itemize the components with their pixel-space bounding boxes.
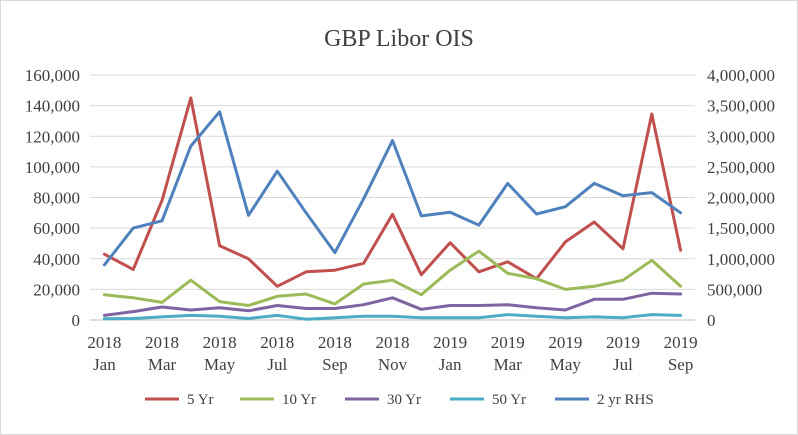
x-tick-month: Mar — [494, 355, 523, 374]
legend-label: 10 Yr — [282, 392, 316, 408]
x-tick-month: Jul — [613, 355, 633, 374]
right-axis-tick-label: 2,500,000 — [707, 158, 775, 177]
left-axis-tick-label: 20,000 — [33, 280, 80, 299]
x-axis-tick-label: 2018 Nov — [376, 333, 410, 374]
legend-item: 5 Yr — [145, 392, 214, 408]
x-axis-tick-label: 2018 Jan — [87, 333, 121, 374]
series-line-50-yr — [102, 313, 683, 321]
x-tick-year: 2019 — [433, 333, 467, 352]
x-tick-year: 2019 — [664, 333, 698, 352]
left-axis-tick-label: 140,000 — [25, 97, 80, 116]
legend-item: 10 Yr — [240, 392, 316, 408]
x-axis-tick-label: 2019 May — [548, 333, 582, 374]
left-axis-tick-label: 0 — [72, 311, 81, 330]
x-tick-month: Jul — [267, 355, 287, 374]
x-tick-month: Nov — [378, 355, 408, 374]
right-axis-tick-label: 2,000,000 — [707, 189, 775, 208]
x-axis-ticks: 2018 Jan 2018 Mar 2018 May 2018 Jul 2018 Sep 2018 N… — [87, 333, 697, 374]
series-line-5-yr — [102, 96, 683, 288]
x-tick-year: 2018 — [145, 333, 179, 352]
x-tick-month: Mar — [148, 355, 177, 374]
chart-title: GBP Libor OIS — [324, 26, 474, 52]
left-axis-tick-label: 120,000 — [25, 127, 80, 146]
left-axis-tick-label: 160,000 — [25, 66, 80, 85]
x-tick-year: 2018 — [318, 333, 352, 352]
gridlines — [90, 74, 695, 321]
left-axis-tick-label: 60,000 — [33, 219, 80, 238]
x-tick-year: 2018 — [87, 333, 121, 352]
x-axis-tick-label: 2019 Mar — [491, 333, 525, 374]
x-tick-month: May — [204, 355, 236, 374]
x-tick-year: 2019 — [491, 333, 525, 352]
legend-item: 30 Yr — [345, 392, 421, 408]
right-axis-tick-label: 3,000,000 — [707, 127, 775, 146]
x-axis-tick-label: 2019 Jan — [433, 333, 467, 374]
series-lines — [102, 96, 683, 321]
x-tick-month: May — [550, 355, 582, 374]
right-axis-tick-label: 500,000 — [707, 280, 762, 299]
x-axis-tick-label: 2019 Sep — [664, 333, 698, 374]
x-axis-tick-label: 2019 Jul — [606, 333, 640, 374]
series-line-2-yr-rhs — [102, 110, 683, 267]
x-tick-month: Sep — [322, 355, 348, 374]
right-axis-tick-label: 4,000,000 — [707, 66, 775, 85]
x-tick-year: 2019 — [548, 333, 582, 352]
left-axis-ticks: 0 20,000 40,000 60,000 80,000 100,000 120,000 1… — [25, 66, 80, 330]
legend-item: 50 Yr — [450, 392, 526, 408]
x-axis-tick-label: 2018 Mar — [145, 333, 179, 374]
series-line-10-yr — [102, 249, 683, 307]
left-axis-tick-label: 100,000 — [25, 158, 80, 177]
left-axis-tick-label: 80,000 — [33, 189, 80, 208]
x-tick-year: 2018 — [376, 333, 410, 352]
left-axis-tick-label: 40,000 — [33, 250, 80, 269]
legend-item: 2 yr RHS — [555, 392, 654, 408]
x-tick-month: Jan — [93, 355, 116, 374]
series-line-30-yr — [102, 291, 683, 317]
legend: 5 Yr 10 Yr 30 Yr 50 Yr 2 yr RHS — [145, 392, 654, 408]
x-axis-tick-label: 2018 May — [203, 333, 237, 374]
x-tick-month: Jan — [439, 355, 462, 374]
legend-label: 5 Yr — [187, 392, 214, 408]
right-axis-ticks: 0 500,000 1,000,000 1,500,000 2,000,000 2,500… — [707, 66, 775, 330]
right-axis-tick-label: 0 — [707, 311, 716, 330]
legend-label: 2 yr RHS — [597, 392, 654, 408]
x-tick-month: Sep — [668, 355, 694, 374]
right-axis-tick-label: 1,500,000 — [707, 219, 775, 238]
x-axis-tick-label: 2018 Sep — [318, 333, 352, 374]
x-tick-year: 2018 — [203, 333, 237, 352]
legend-label: 50 Yr — [492, 392, 526, 408]
right-axis-tick-label: 3,500,000 — [707, 97, 775, 116]
x-tick-year: 2018 — [260, 333, 294, 352]
x-axis-tick-label: 2018 Jul — [260, 333, 294, 374]
x-tick-year: 2019 — [606, 333, 640, 352]
legend-label: 30 Yr — [387, 392, 421, 408]
right-axis-tick-label: 1,000,000 — [707, 250, 775, 269]
